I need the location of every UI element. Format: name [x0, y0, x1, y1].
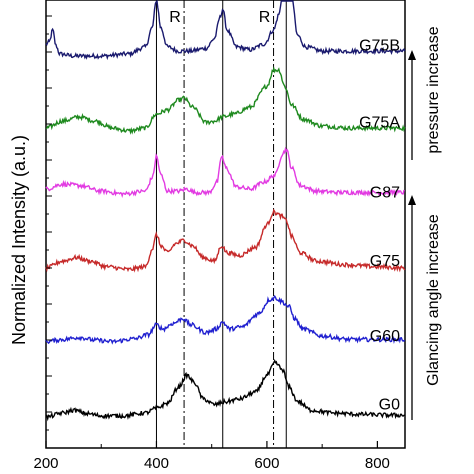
- pressure-increase-annotation: pressure increase: [425, 26, 442, 153]
- series-line-g75a: [45, 66, 406, 135]
- series-line-g75b: [45, 0, 406, 61]
- reference-label-450: R: [169, 9, 181, 26]
- plot-border: [45, 0, 406, 449]
- series-label-g87: G87: [370, 185, 400, 202]
- y-axis-label: Normalized Intensity (a.u.): [9, 135, 29, 345]
- series-label-g75b: G75B: [359, 38, 400, 55]
- series-line-g75: [45, 208, 406, 273]
- glancing-angle-increase-annotation: Glancing angle increase: [425, 214, 442, 386]
- axes: 200 400 600 800: [33, 15, 416, 472]
- series-label-g75a: G75A: [359, 115, 400, 132]
- series-label-g0: G0: [379, 397, 400, 414]
- x-tick-label-600: 600: [254, 455, 279, 472]
- x-tick-label-400: 400: [144, 455, 169, 472]
- series-line-g87: [45, 146, 405, 198]
- angle-arrow-head: [408, 195, 416, 205]
- pressure-arrow-head: [408, 50, 416, 60]
- series-line-g60: [45, 294, 406, 345]
- series-line-g0: [45, 358, 405, 422]
- reference-label-612: R: [259, 9, 271, 26]
- x-tick-label-200: 200: [33, 455, 58, 472]
- plot-frame: [45, 0, 406, 449]
- series-label-g75: G75: [370, 253, 400, 270]
- x-tick-label-800: 800: [365, 455, 390, 472]
- series-group: G75B G75A G87 G75 G60 G0: [45, 0, 406, 422]
- series-label-g60: G60: [370, 328, 400, 345]
